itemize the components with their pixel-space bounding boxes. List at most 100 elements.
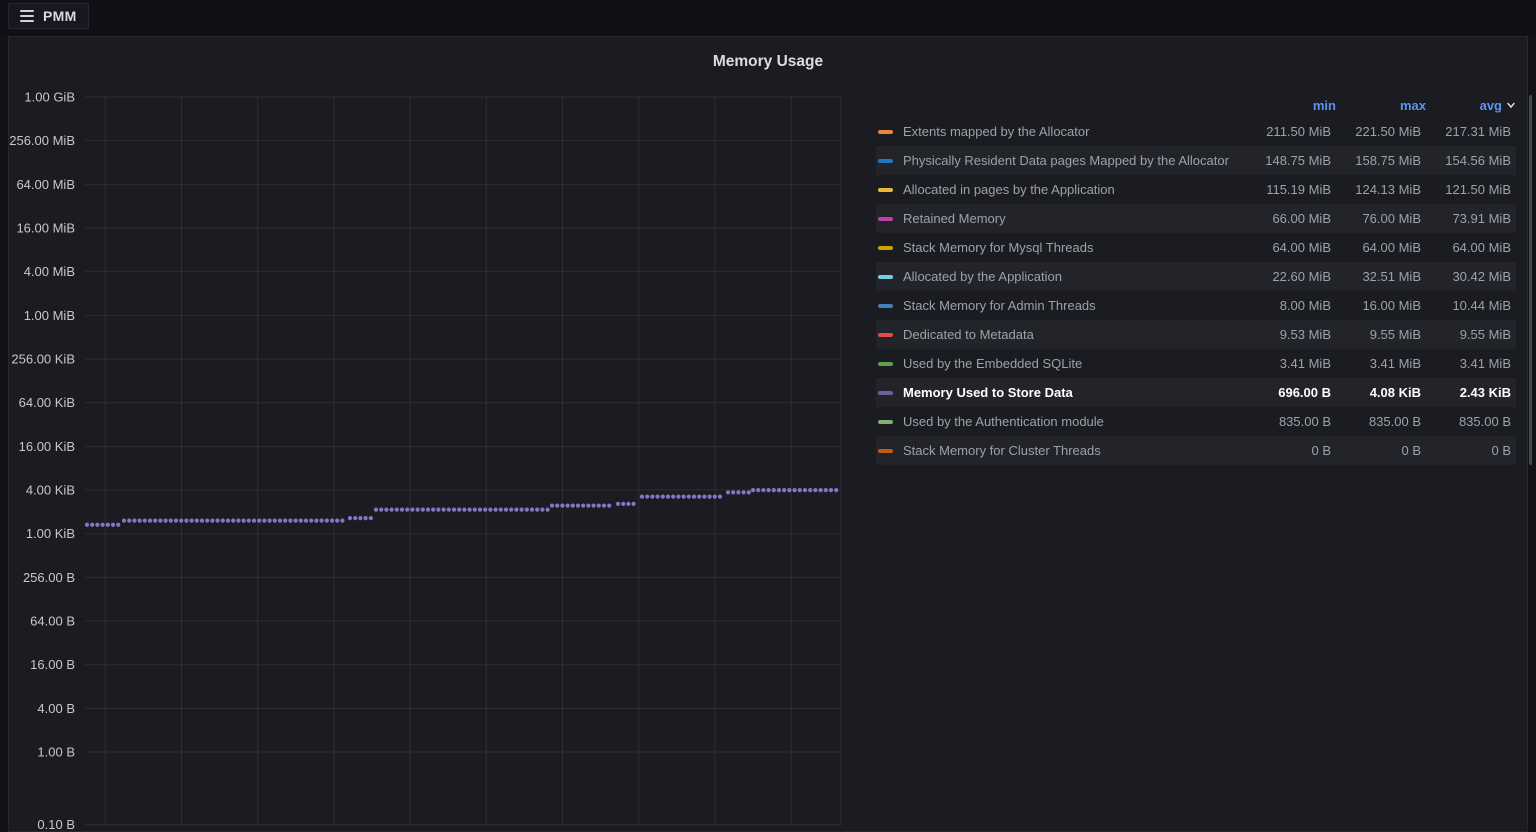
series-data-point [834, 488, 839, 493]
series-data-point [601, 503, 607, 508]
series-data-point [199, 518, 205, 523]
legend-sort-avg[interactable]: avg [1426, 98, 1516, 113]
series-max-value: 9.55 MiB [1369, 327, 1421, 342]
series-data-point [358, 516, 363, 521]
series-name: Stack Memory for Admin Threads [903, 298, 1096, 313]
series-data-point [194, 518, 199, 523]
series-data-point [650, 494, 655, 499]
pmm-menu-label: PMM [43, 8, 77, 24]
series-max-value: 835.00 B [1368, 414, 1421, 429]
series-data-point [84, 522, 90, 527]
series-data-point [828, 488, 834, 493]
series-data-point [405, 507, 410, 512]
legend-row[interactable]: Physically Resident Data pages Mapped by… [876, 146, 1516, 175]
series-min-value: 3.41 MiB [1279, 356, 1331, 371]
series-data-point [792, 488, 797, 493]
series-data-point [353, 516, 358, 521]
pmm-menu-button[interactable]: PMM [8, 3, 89, 29]
series-name: Memory Used to Store Data [903, 385, 1073, 400]
legend-row[interactable]: Allocated by the Application 22.60 MiB 32.… [876, 262, 1516, 291]
y-axis-tick-label: 4.00 B [37, 701, 75, 716]
series-data-point [565, 503, 570, 508]
legend-row[interactable]: Allocated in pages by the Application 115… [876, 175, 1516, 204]
series-data-point [665, 494, 671, 499]
series-data-point [373, 507, 379, 512]
series-max-value: 4.08 KiB [1369, 385, 1421, 400]
legend-row[interactable]: Used by the Embedded SQLite 3.41 MiB 3.41 … [876, 349, 1516, 378]
series-data-point [575, 503, 581, 508]
y-axis-tick-label: 16.00 B [30, 657, 75, 672]
series-max-value: 64.00 MiB [1362, 240, 1421, 255]
y-axis-tick-label: 16.00 MiB [16, 221, 75, 236]
legend-row[interactable]: Stack Memory for Mysql Threads 64.00 MiB 6… [876, 233, 1516, 262]
series-data-point [655, 494, 660, 499]
series-data-point [340, 518, 345, 523]
series-data-point [309, 518, 314, 523]
series-color-swatch [878, 274, 893, 279]
legend-sort-max[interactable]: max [1336, 98, 1426, 113]
series-data-point [441, 507, 446, 512]
series-data-point [399, 507, 405, 512]
series-avg-value: 2.43 KiB [1459, 385, 1511, 400]
series-color-swatch [878, 245, 893, 250]
series-data-point [335, 518, 340, 523]
series-data-point [802, 488, 808, 493]
series-data-point [503, 507, 509, 512]
legend-row[interactable]: Memory Used to Store Data 696.00 B 4.08 Ki… [876, 378, 1516, 407]
series-data-point [676, 494, 681, 499]
series-data-point [631, 501, 636, 506]
legend-sort-min[interactable]: min [1246, 98, 1336, 113]
series-data-point [717, 494, 723, 499]
legend-row[interactable]: Stack Memory for Cluster Threads 0 B 0 B 0 … [876, 436, 1516, 465]
series-name: Used by the Authentication module [903, 414, 1104, 429]
legend-row[interactable]: Dedicated to Metadata 9.53 MiB 9.55 MiB 9.5… [876, 320, 1516, 349]
series-min-value: 696.00 B [1278, 385, 1331, 400]
series-data-point [127, 518, 132, 523]
series-data-point [712, 494, 717, 499]
series-data-point [535, 507, 540, 512]
series-data-point [347, 516, 353, 521]
series-avg-value: 3.41 MiB [1459, 356, 1511, 371]
legend-row[interactable]: Stack Memory for Admin Threads 8.00 MiB 16… [876, 291, 1516, 320]
series-min-value: 211.50 MiB [1266, 124, 1331, 139]
y-axis-tick-label: 1.00 MiB [24, 308, 75, 323]
series-data-point [231, 518, 236, 523]
series-data-point [697, 494, 702, 499]
series-data-point [137, 518, 142, 523]
series-min-value: 22.60 MiB [1272, 269, 1331, 284]
series-color-swatch [878, 158, 893, 163]
series-data-point [813, 488, 818, 493]
y-axis-tick-label: 256.00 KiB [11, 352, 75, 367]
y-axis-tick-label: 16.00 KiB [19, 439, 75, 454]
series-data-point [251, 518, 257, 523]
series-data-point [691, 494, 697, 499]
series-data-point [639, 494, 645, 499]
series-color-swatch [878, 129, 893, 134]
series-color-swatch [878, 361, 893, 366]
legend-row[interactable]: Used by the Authentication module 835.00 … [876, 407, 1516, 436]
series-data-point [324, 518, 329, 523]
series-data-point [319, 518, 324, 523]
series-name: Extents mapped by the Allocator [903, 124, 1090, 139]
series-color-swatch [878, 187, 893, 192]
legend-row[interactable]: Retained Memory 66.00 MiB 76.00 MiB 73.91 M… [876, 204, 1516, 233]
series-data-point [671, 494, 676, 499]
y-axis-tick-label: 1.00 KiB [26, 526, 75, 541]
series-data-point [110, 522, 116, 527]
series-data-point [702, 494, 707, 499]
legend-row[interactable]: Extents mapped by the Allocator 211.50 Mi… [876, 117, 1516, 146]
series-data-point [293, 518, 298, 523]
legend-scrollbar[interactable] [1529, 95, 1532, 465]
series-color-swatch [878, 390, 893, 395]
series-data-point [420, 507, 425, 512]
series-data-point [660, 494, 665, 499]
series-avg-value: 835.00 B [1458, 414, 1511, 429]
sort-chevron-down-icon [1507, 102, 1515, 109]
series-data-point [545, 507, 550, 512]
series-name: Physically Resident Data pages Mapped by… [903, 153, 1229, 168]
panel-title[interactable]: Memory Usage [712, 53, 824, 70]
series-data-point [147, 518, 153, 523]
legend-column-label: min [1312, 97, 1336, 113]
series-data-point [184, 518, 189, 523]
